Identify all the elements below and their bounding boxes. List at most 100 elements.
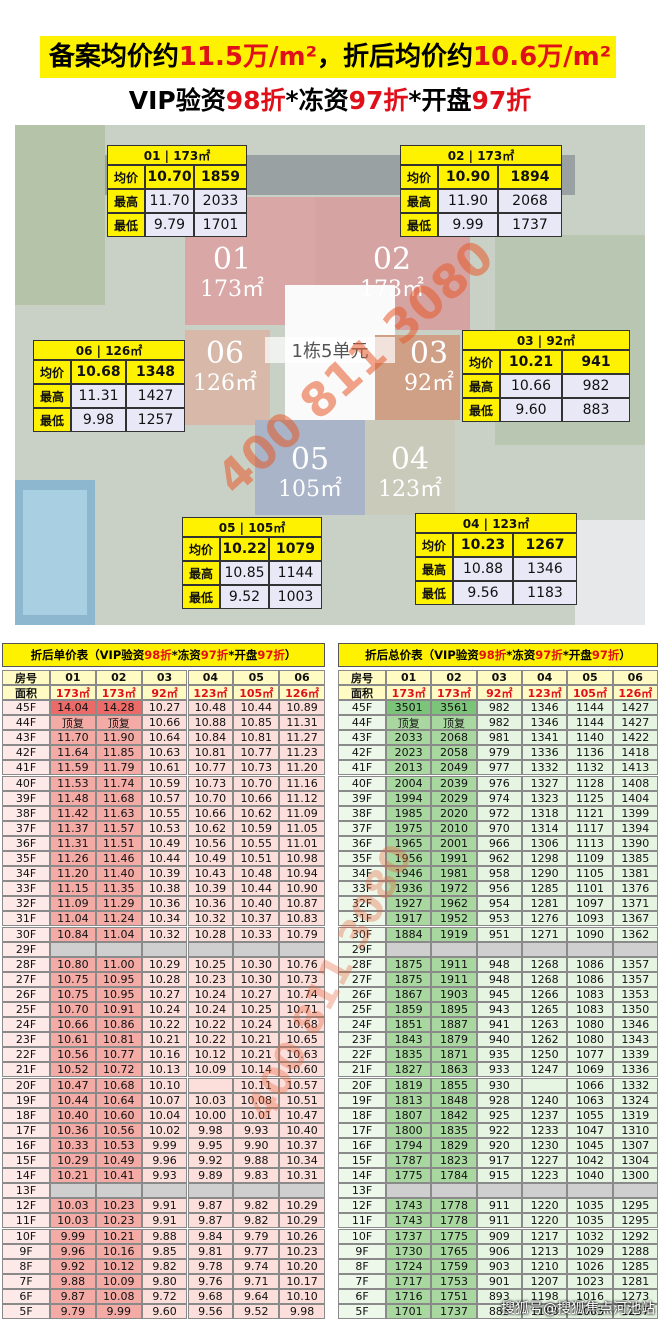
price-cell: 1775	[386, 1168, 432, 1184]
price-cell: 11.27	[279, 730, 325, 746]
price-cell: 1350	[612, 1002, 658, 1018]
price-cell: 1314	[522, 820, 568, 836]
area-cell: 123㎡	[187, 685, 234, 700]
price-cell: 10.24	[141, 1002, 188, 1018]
text-segment: ，折后均价约	[317, 42, 474, 72]
price-cell: 10.28	[141, 971, 188, 987]
column-header: 01	[50, 670, 96, 685]
price-cell: 1716	[386, 1288, 432, 1304]
price-cell: 945	[476, 986, 522, 1002]
price-cell: 10.36	[187, 896, 234, 912]
column-header: 03	[476, 670, 522, 685]
price-cell	[279, 1183, 325, 1199]
price-cell: 1230	[522, 1137, 568, 1153]
price-cell: 954	[476, 896, 522, 912]
price-cell: 1026	[567, 1258, 613, 1274]
price-cell: 1408	[612, 775, 658, 791]
price-cell: 901	[476, 1273, 522, 1289]
price-cell: 1045	[567, 1137, 613, 1153]
unit-cell: 10.22	[220, 537, 269, 561]
price-cell: 1927	[386, 896, 432, 912]
price-cell: 11.90	[95, 730, 142, 746]
unit-cell: 最高	[107, 189, 145, 213]
price-cell	[141, 941, 188, 957]
floor-label: 44F	[338, 715, 386, 731]
price-cell: 9.93	[233, 1122, 280, 1138]
unit-box: 04 | 123㎡ 均价 10.23 1267 最高 10.88 1346 最低 9.56 118…	[415, 513, 577, 605]
column-header: 房号	[2, 670, 50, 685]
floor-label: 22F	[2, 1047, 50, 1063]
price-cell: 10.30	[233, 971, 280, 987]
unit-area: 92㎡	[404, 371, 454, 396]
price-cell: 1787	[386, 1153, 432, 1169]
price-cell: 1023	[567, 1273, 613, 1289]
price-cell: 1813	[386, 1092, 432, 1108]
price-cell: 9.81	[187, 1243, 234, 1259]
price-cell: 930	[476, 1077, 522, 1093]
floor-label: 7F	[2, 1273, 50, 1289]
price-cell: 9.60	[141, 1304, 188, 1320]
price-cell: 1080	[567, 1032, 613, 1048]
floor-label: 31F	[338, 911, 386, 927]
text-segment: *开盘	[408, 86, 472, 115]
floor-label: 43F	[338, 730, 386, 746]
price-cell: 11.63	[95, 805, 142, 821]
price-cell	[476, 941, 522, 957]
price-cell: 10.72	[95, 1062, 142, 1078]
price-cell	[50, 1183, 96, 1199]
floor-label: 44F	[2, 715, 50, 731]
floor-label: 5F	[2, 1304, 50, 1320]
price-cell: 10.94	[279, 866, 325, 882]
price-cell: 1404	[612, 790, 658, 806]
unit-title: 03 | 92㎡	[462, 330, 630, 350]
price-cell: 1784	[431, 1168, 477, 1184]
price-cell: 9.64	[233, 1288, 280, 1304]
text-segment: （VIP验资	[88, 648, 145, 662]
price-cell: 10.65	[279, 1032, 325, 1048]
price-cell: 10.61	[50, 1032, 96, 1048]
column-header: 01	[386, 670, 432, 685]
price-cell: 1829	[431, 1137, 477, 1153]
price-cell: 1737	[431, 1304, 477, 1320]
area-cell: 173㎡	[431, 685, 477, 700]
price-cell: 10.73	[187, 775, 234, 791]
price-cell: 10.86	[95, 1017, 142, 1033]
price-cell: 10.51	[233, 851, 280, 867]
price-cell: 10.29	[279, 1198, 325, 1214]
price-cell: 9.87	[187, 1198, 234, 1214]
price-cell: 1327	[522, 775, 568, 791]
price-cell: 9.99	[95, 1304, 142, 1320]
area-cell: 123㎡	[522, 685, 568, 700]
unit-title: 02 | 173㎡	[400, 145, 562, 165]
price-cell: 3561	[431, 700, 477, 716]
unit-number: 01	[212, 242, 252, 277]
price-cell: 9.95	[187, 1137, 234, 1153]
floor-label: 36F	[338, 835, 386, 851]
price-cell: 11.23	[279, 745, 325, 761]
price-cell: 1427	[612, 700, 658, 716]
price-cell: 1848	[431, 1092, 477, 1108]
price-cell: 948	[476, 956, 522, 972]
price-cell: 917	[476, 1153, 522, 1169]
unit-cell: 最高	[182, 561, 220, 585]
floor-label: 22F	[338, 1047, 386, 1063]
price-cell: 9.91	[141, 1198, 188, 1214]
price-cell: 1292	[612, 1228, 658, 1244]
price-cell: 943	[476, 1002, 522, 1018]
unit-number: 05	[290, 442, 330, 477]
price-cell: 1835	[386, 1047, 432, 1063]
text-segment: 98折	[478, 648, 507, 662]
price-cell: 909	[476, 1228, 522, 1244]
price-cell: 1911	[431, 956, 477, 972]
column-header: 05	[567, 670, 613, 685]
price-cell: 982	[476, 700, 522, 716]
price-cell	[187, 1183, 234, 1199]
unit-area: 173㎡	[360, 277, 424, 302]
price-cell: 1288	[612, 1243, 658, 1259]
price-cell: 10.77	[95, 1047, 142, 1063]
price-cell: 10.77	[233, 745, 280, 761]
price-cell: 11.53	[50, 775, 96, 791]
price-cell: 1144	[567, 700, 613, 716]
price-cell: 1875	[386, 971, 432, 987]
price-cell: 1257	[612, 1304, 658, 1320]
